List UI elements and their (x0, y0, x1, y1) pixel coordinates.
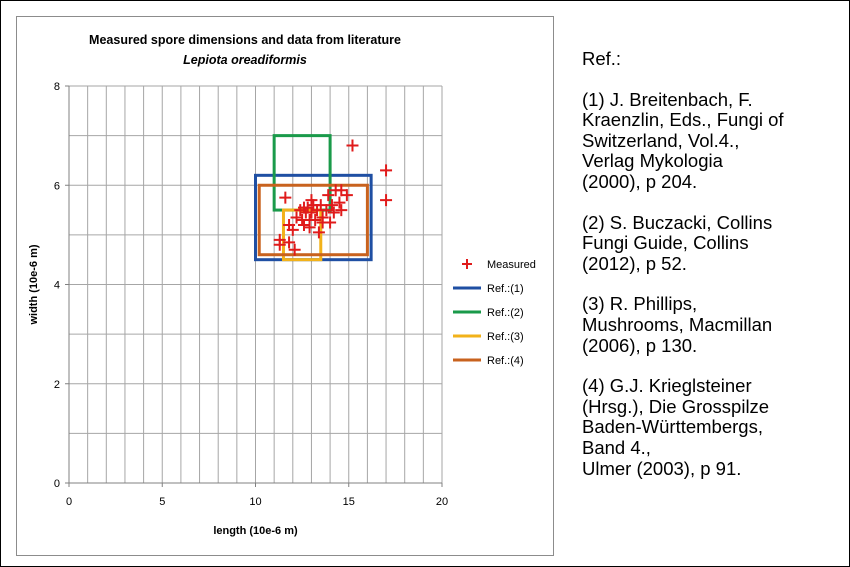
y-tick-label: 4 (54, 280, 60, 292)
measured-point (297, 218, 310, 231)
plus-marker (286, 223, 299, 236)
plus-marker (329, 184, 342, 197)
measured-point (279, 191, 292, 204)
legend-label: Ref.:(2) (487, 307, 524, 319)
x-axis-label: length (10e-6 m) (213, 525, 298, 537)
measured-point (346, 139, 359, 152)
x-tick-label: 5 (159, 496, 165, 508)
plus-marker (312, 226, 325, 239)
measured-point (322, 189, 335, 202)
legend-label: Ref.:(1) (487, 283, 524, 295)
plus-marker (346, 139, 359, 152)
y-tick-label: 0 (54, 478, 60, 490)
plus-marker (380, 194, 393, 207)
measured-point (335, 204, 348, 217)
measured-point (380, 194, 393, 207)
chart-title: Measured spore dimensions and data from … (89, 33, 401, 47)
measured-point (324, 216, 337, 229)
measured-point (340, 189, 353, 202)
plus-marker (290, 211, 303, 224)
measured-point (327, 206, 340, 219)
measured-point (294, 204, 307, 217)
ref-box-4 (257, 183, 369, 257)
measured-point (311, 204, 324, 217)
measured-point (329, 184, 342, 197)
measured-point (333, 196, 346, 209)
chart-subtitle: Lepiota oreadiformis (183, 53, 307, 67)
measured-point (312, 226, 325, 239)
plus-marker (273, 238, 286, 251)
measured-point (288, 243, 301, 256)
reference-4: (4) G.J. Krieglsteiner (Hrsg.), Die Gros… (582, 375, 770, 479)
legend-label: Ref.:(3) (487, 331, 524, 343)
plus-marker (322, 189, 335, 202)
plus-marker (324, 216, 337, 229)
reference-2: (2) S. Buczacki, Collins Fungi Guide, Co… (582, 211, 773, 274)
x-tick-label: 20 (436, 496, 448, 508)
references-panel: Ref.: (1) J. Breitenbach, F. Kraenzlin, … (582, 48, 844, 499)
reference-3: (3) R. Phillips, Mushrooms, Macmillan (2… (582, 293, 773, 356)
plus-marker (327, 206, 340, 219)
plus-marker (311, 204, 324, 217)
measured-point (305, 206, 318, 219)
plus-marker (305, 206, 318, 219)
plus-marker (288, 243, 301, 256)
measured-point (273, 238, 286, 251)
reference-1: (1) J. Breitenbach, F. Kraenzlin, Eds., … (582, 88, 784, 192)
x-tick-label: 10 (249, 496, 261, 508)
chart-area: 0 5 10 15 20 0 2 4 6 8 Measured spore dimensions a… (16, 16, 554, 556)
references-title: Ref.: (582, 48, 622, 69)
measured-point (303, 221, 316, 234)
plus-marker (303, 221, 316, 234)
plus-marker (380, 164, 393, 177)
plus-marker (283, 236, 296, 249)
x-tick-label: 0 (66, 496, 72, 508)
legend-label: Ref.:(4) (487, 355, 524, 367)
measured-point (283, 236, 296, 249)
plus-marker (294, 204, 307, 217)
plus-marker (335, 204, 348, 217)
y-axis-label: width (10e-6 m) (28, 244, 40, 325)
y-tick-label: 2 (54, 379, 60, 391)
y-tick-label: 8 (54, 81, 60, 93)
measured-point (380, 164, 393, 177)
plus-marker (305, 194, 318, 207)
measured-point (286, 223, 299, 236)
plus-marker (279, 191, 292, 204)
x-tick-label: 15 (343, 496, 355, 508)
legend-label: Measured (487, 259, 536, 271)
y-tick-label: 6 (54, 180, 60, 192)
scatter-chart: 0 5 10 15 20 0 2 4 6 8 Measured spore dimensions a… (28, 33, 536, 537)
plus-marker (340, 189, 353, 202)
plus-marker (333, 196, 346, 209)
legend-marker-measured (462, 259, 472, 269)
plus-marker (297, 218, 310, 231)
measured-point (305, 194, 318, 207)
measured-point (290, 211, 303, 224)
